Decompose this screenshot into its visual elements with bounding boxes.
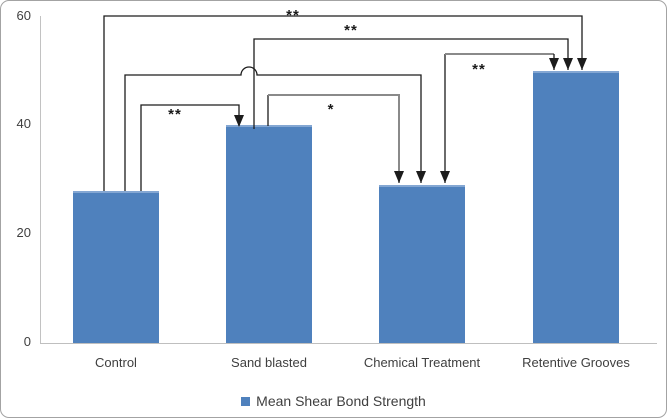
significance-label: ** [168, 106, 182, 123]
significance-label: ** [286, 7, 300, 24]
legend-label: Mean Shear Bond Strength [256, 393, 426, 409]
bar-sand-blasted [226, 125, 312, 343]
x-axis-line [40, 343, 657, 344]
bar-control [73, 190, 159, 343]
arrowhead [577, 58, 587, 70]
arrowhead [549, 58, 559, 70]
arrowhead [563, 58, 573, 70]
significance-label: ** [344, 22, 358, 39]
significance-label: ** [472, 61, 486, 78]
connector-control-sandblasted [140, 104, 240, 191]
connector-control-retentive [103, 15, 583, 191]
y-tick-label: 0 [23, 334, 31, 349]
category-label: Control [95, 355, 137, 370]
bar-retentive-grooves [533, 71, 619, 343]
y-axis-line [40, 16, 41, 343]
category-label: Retentive Grooves [522, 355, 630, 370]
legend: Mean Shear Bond Strength [1, 392, 666, 410]
y-tick-label: 40 [16, 116, 31, 132]
connector-sandblasted-retentive [253, 38, 569, 129]
arrowhead [440, 171, 450, 183]
category-label: Sand blasted [231, 355, 307, 370]
y-tick-label: 60 [16, 7, 31, 23]
category-label: Chemical Treatment [363, 355, 481, 370]
y-tick-label: 20 [16, 225, 31, 241]
arrowhead [416, 171, 426, 183]
significance-label: * [327, 101, 335, 118]
bar-chemical-treatment [379, 185, 465, 343]
arrowhead [394, 171, 404, 183]
legend-swatch [241, 396, 251, 406]
